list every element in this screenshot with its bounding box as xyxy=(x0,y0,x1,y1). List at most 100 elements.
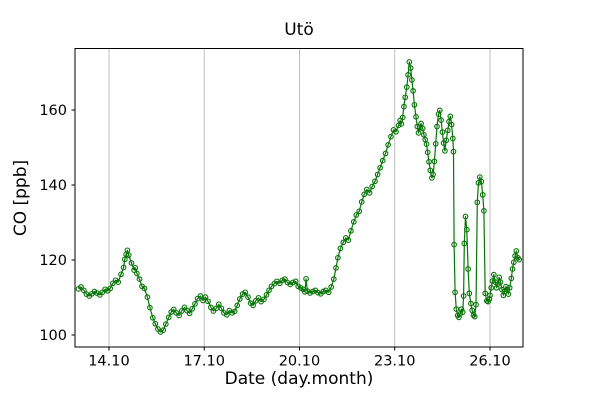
chart-title: Utö xyxy=(284,20,314,40)
data-point-marker xyxy=(266,287,272,294)
data-point-marker xyxy=(385,142,391,148)
data-point-marker xyxy=(152,320,159,327)
data-point-marker xyxy=(516,256,523,263)
data-point-marker xyxy=(508,275,515,282)
data-point-marker xyxy=(165,314,172,321)
data-point-marker xyxy=(120,264,127,271)
data-point-marker xyxy=(223,311,230,318)
data-point-marker xyxy=(361,191,368,198)
data-point-marker xyxy=(208,304,214,311)
data-point-marker xyxy=(399,114,406,121)
data-point-marker xyxy=(475,179,482,186)
data-point-marker xyxy=(234,302,241,309)
data-point-marker xyxy=(372,178,378,185)
data-point-marker xyxy=(141,285,148,292)
data-point-marker xyxy=(424,149,431,156)
data-point-marker xyxy=(192,301,198,307)
data-point-marker xyxy=(442,148,448,154)
data-point-marker xyxy=(78,284,84,290)
data-point-marker xyxy=(481,208,487,214)
data-point-marker xyxy=(490,271,497,278)
data-point-marker xyxy=(358,199,365,205)
data-point-marker xyxy=(81,287,87,294)
data-point-marker xyxy=(474,199,481,206)
data-point-marker xyxy=(419,125,426,132)
data-point-marker xyxy=(309,288,316,295)
data-point-marker xyxy=(398,121,405,127)
data-point-marker xyxy=(205,298,211,305)
data-point-marker xyxy=(482,290,489,297)
data-point-marker xyxy=(403,84,410,90)
data-point-marker xyxy=(202,294,209,300)
data-point-marker xyxy=(388,133,394,140)
data-point-marker xyxy=(402,94,409,101)
data-point-marker xyxy=(430,171,436,178)
data-point-marker xyxy=(340,239,347,246)
data-point-marker xyxy=(478,178,485,185)
data-point-marker xyxy=(395,122,402,129)
data-point-marker xyxy=(409,77,415,83)
data-point-marker xyxy=(510,259,517,266)
data-point-marker xyxy=(366,190,373,196)
data-point-marker xyxy=(450,148,457,155)
data-point-marker xyxy=(134,270,140,277)
data-point-marker xyxy=(245,294,251,300)
data-point-marker xyxy=(325,289,332,296)
data-point-marker xyxy=(429,175,435,181)
data-point-marker xyxy=(505,291,512,297)
data-point-marker xyxy=(456,314,462,321)
data-point-marker xyxy=(438,117,444,123)
data-point-marker xyxy=(162,321,169,327)
data-point-marker xyxy=(468,300,474,307)
data-point-marker xyxy=(513,248,520,254)
data-point-marker xyxy=(250,302,256,309)
data-point-marker xyxy=(423,141,430,147)
data-point-marker xyxy=(418,120,424,127)
data-point-marker xyxy=(461,240,468,247)
data-point-marker xyxy=(473,301,479,308)
data-point-marker xyxy=(107,285,114,292)
data-point-marker xyxy=(218,305,225,312)
x-tick-label: 17.10 xyxy=(183,354,225,370)
data-point-marker xyxy=(115,279,122,285)
data-point-marker xyxy=(144,294,151,300)
data-point-marker xyxy=(415,130,422,136)
data-point-marker xyxy=(447,113,454,120)
y-tick-label: 160 xyxy=(39,103,67,119)
data-point-marker xyxy=(132,265,139,271)
data-point-marker xyxy=(487,292,493,299)
data-point-marker xyxy=(443,137,450,144)
data-point-marker xyxy=(439,129,446,135)
data-point-marker xyxy=(263,292,270,298)
data-point-marker xyxy=(497,279,504,285)
data-point-marker xyxy=(292,278,299,285)
data-point-marker xyxy=(307,290,313,296)
data-point-marker xyxy=(215,301,222,308)
data-point-marker xyxy=(413,113,419,120)
data-point-marker xyxy=(356,208,363,215)
x-axis-label: Date (day.month) xyxy=(224,369,374,389)
data-point-marker xyxy=(489,278,496,284)
data-point-marker xyxy=(302,289,308,295)
data-point-marker xyxy=(252,298,259,304)
y-tick-label: 100 xyxy=(39,328,67,344)
data-point-marker xyxy=(506,284,513,291)
data-point-marker xyxy=(426,158,432,165)
data-point-marker xyxy=(449,135,456,142)
data-point-marker xyxy=(128,260,135,266)
data-point-marker xyxy=(452,289,458,296)
data-point-marker xyxy=(444,127,451,134)
data-point-marker xyxy=(393,128,399,135)
data-point-marker xyxy=(242,289,249,296)
data-point-marker xyxy=(377,164,383,171)
data-point-marker xyxy=(348,227,354,234)
data-point-marker xyxy=(486,296,493,302)
x-tick-label: 20.10 xyxy=(279,354,321,370)
data-point-marker xyxy=(411,101,418,108)
data-point-marker xyxy=(303,275,309,282)
data-point-marker xyxy=(459,309,466,315)
data-point-marker xyxy=(436,107,443,114)
data-point-marker xyxy=(463,226,470,233)
data-point-marker xyxy=(197,293,204,299)
